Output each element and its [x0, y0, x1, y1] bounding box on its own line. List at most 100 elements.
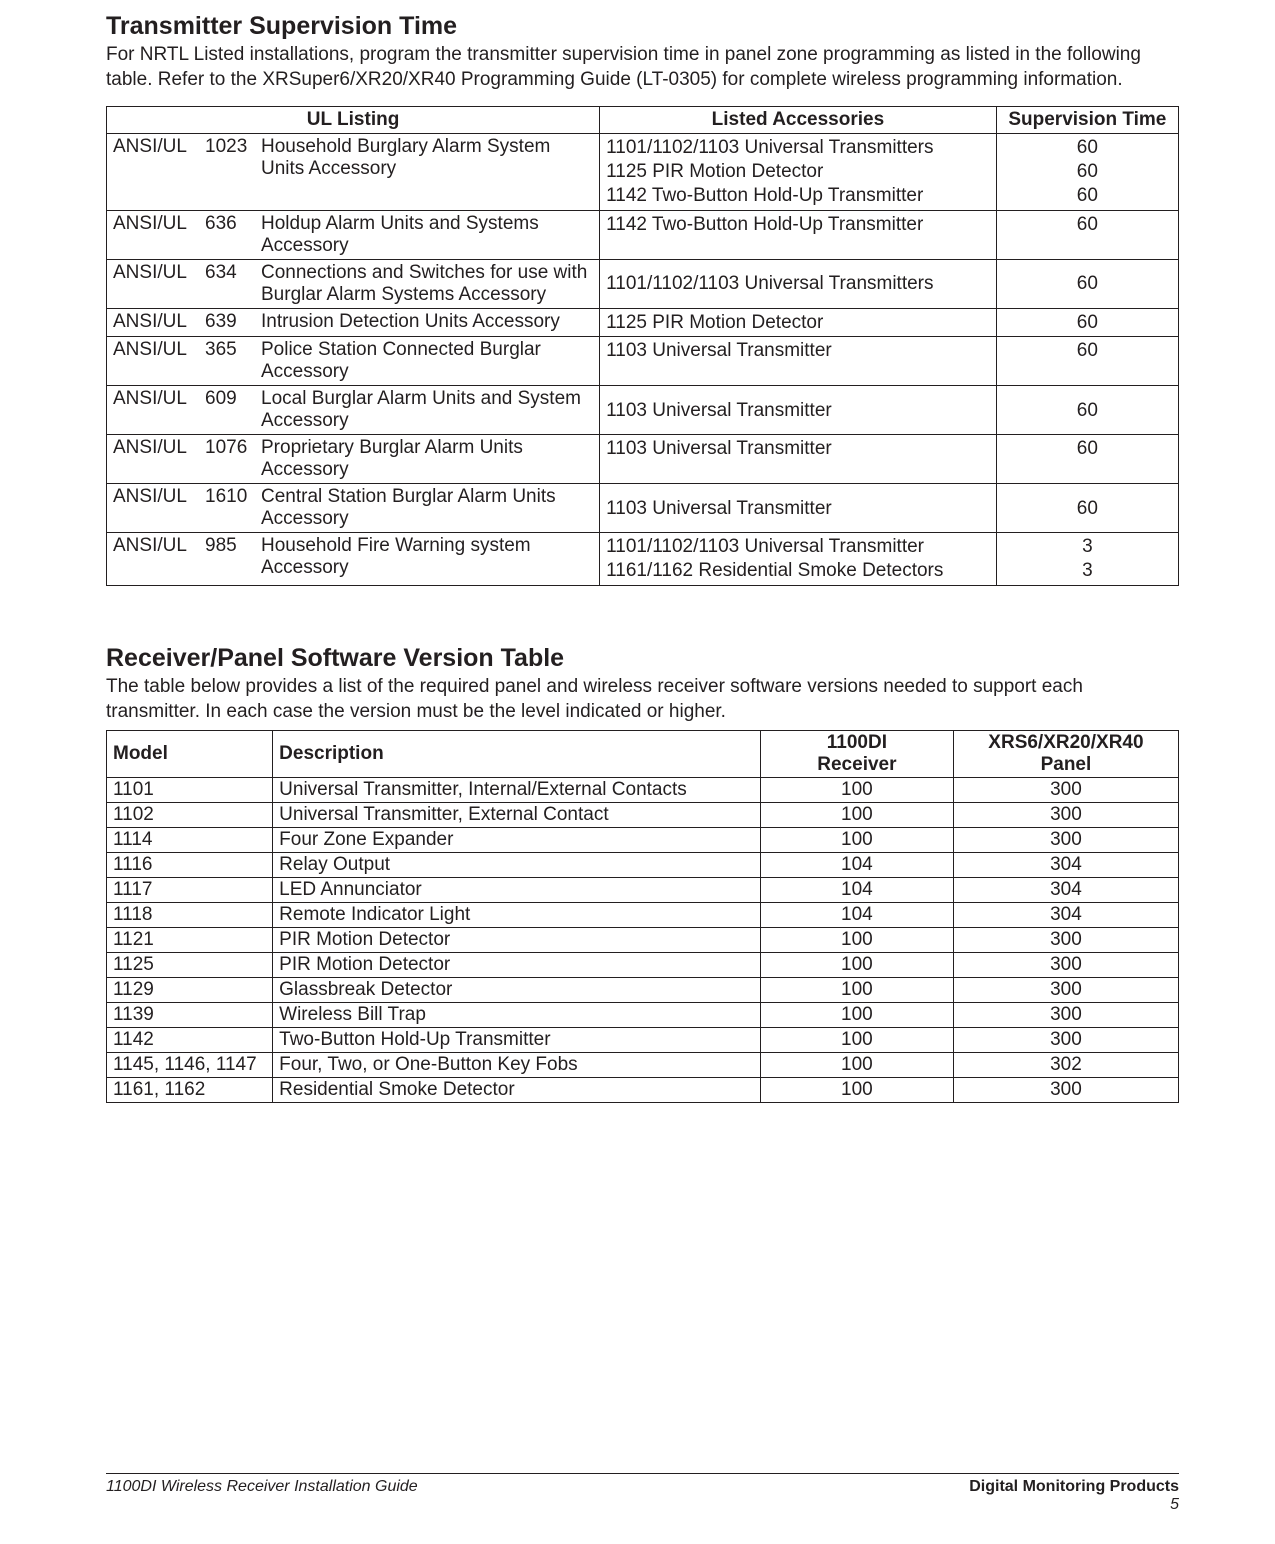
- cell-description: Relay Output: [273, 853, 761, 878]
- supervision-time-table: UL Listing Listed Accessories Supervisio…: [106, 106, 1179, 586]
- ul-code: 365: [205, 339, 261, 383]
- time-value: 60: [1003, 311, 1172, 335]
- cell-description: Four, Two, or One-Button Key Fobs: [273, 1053, 761, 1078]
- cell-panel-version: 300: [953, 1003, 1178, 1028]
- time-value: 60: [1003, 213, 1172, 237]
- cell-supervision-time: 606060: [996, 134, 1178, 210]
- cell-model: 1116: [107, 853, 273, 878]
- cell-model: 1161, 1162: [107, 1078, 273, 1103]
- ul-prefix: ANSI/UL: [113, 486, 205, 530]
- accessory-line: 1125 PIR Motion Detector: [606, 160, 990, 184]
- accessory-line: 1125 PIR Motion Detector: [606, 311, 990, 335]
- cell-supervision-time: 60: [996, 210, 1178, 259]
- cell-supervision-time: 60: [996, 308, 1178, 337]
- cell-model: 1139: [107, 1003, 273, 1028]
- th-description: Description: [273, 731, 761, 778]
- accessory-line: 1101/1102/1103 Universal Transmitters: [606, 136, 990, 160]
- ul-prefix: ANSI/UL: [113, 262, 205, 306]
- table-row: 1161, 1162Residential Smoke Detector1003…: [107, 1078, 1179, 1103]
- time-value: 60: [1003, 272, 1172, 296]
- accessory-line: 1101/1102/1103 Universal Transmitters: [606, 272, 990, 296]
- th-model: Model: [107, 731, 273, 778]
- cell-ul-listing: ANSI/UL609Local Burglar Alarm Units and …: [107, 386, 600, 435]
- cell-model: 1101: [107, 778, 273, 803]
- table-row: 1142Two-Button Hold-Up Transmitter100300: [107, 1028, 1179, 1053]
- cell-accessories: 1101/1102/1103 Universal Transmitter1161…: [600, 533, 997, 586]
- section1-title: Transmitter Supervision Time: [106, 0, 1179, 41]
- table-row: ANSI/UL1023Household Burglary Alarm Syst…: [107, 134, 1179, 210]
- th-listed-accessories: Listed Accessories: [600, 107, 997, 134]
- cell-panel-version: 300: [953, 953, 1178, 978]
- th-ul-listing: UL Listing: [107, 107, 600, 134]
- ul-prefix: ANSI/UL: [113, 535, 205, 579]
- table-row: 1139Wireless Bill Trap100300: [107, 1003, 1179, 1028]
- cell-panel-version: 300: [953, 778, 1178, 803]
- cell-receiver-version: 100: [760, 1053, 953, 1078]
- section2-title: Receiver/Panel Software Version Table: [106, 632, 1179, 673]
- time-value: 60: [1003, 184, 1172, 208]
- cell-panel-version: 304: [953, 903, 1178, 928]
- cell-supervision-time: 60: [996, 337, 1178, 386]
- table-row: 1129Glassbreak Detector100300: [107, 978, 1179, 1003]
- table-row: 1145, 1146, 1147Four, Two, or One-Button…: [107, 1053, 1179, 1078]
- ul-code: 636: [205, 213, 261, 257]
- ul-desc: Intrusion Detection Units Accessory: [261, 311, 593, 333]
- footer-page-number: 5: [969, 1496, 1179, 1514]
- cell-ul-listing: ANSI/UL1023Household Burglary Alarm Syst…: [107, 134, 600, 210]
- footer-left: 1100DI Wireless Receiver Installation Gu…: [106, 1478, 418, 1514]
- ul-prefix: ANSI/UL: [113, 311, 205, 333]
- page-footer: 1100DI Wireless Receiver Installation Gu…: [106, 1473, 1179, 1514]
- cell-ul-listing: ANSI/UL1610Central Station Burglar Alarm…: [107, 484, 600, 533]
- cell-panel-version: 300: [953, 1078, 1178, 1103]
- table-row: 1117LED Annunciator104304: [107, 878, 1179, 903]
- table-row: 1125PIR Motion Detector100300: [107, 953, 1179, 978]
- cell-panel-version: 302: [953, 1053, 1178, 1078]
- ul-code: 1076: [205, 437, 261, 481]
- cell-ul-listing: ANSI/UL1076Proprietary Burglar Alarm Uni…: [107, 435, 600, 484]
- cell-ul-listing: ANSI/UL639Intrusion Detection Units Acce…: [107, 308, 600, 337]
- ul-desc: Local Burglar Alarm Units and System Acc…: [261, 388, 593, 432]
- cell-description: Glassbreak Detector: [273, 978, 761, 1003]
- table-row: 1101Universal Transmitter, Internal/Exte…: [107, 778, 1179, 803]
- ul-code: 634: [205, 262, 261, 306]
- cell-ul-listing: ANSI/UL634Connections and Switches for u…: [107, 259, 600, 308]
- cell-accessories: 1103 Universal Transmitter: [600, 435, 997, 484]
- cell-ul-listing: ANSI/UL365Police Station Connected Burgl…: [107, 337, 600, 386]
- cell-receiver-version: 100: [760, 803, 953, 828]
- ul-prefix: ANSI/UL: [113, 437, 205, 481]
- cell-description: Universal Transmitter, Internal/External…: [273, 778, 761, 803]
- time-value: 60: [1003, 497, 1172, 521]
- footer-right: Digital Monitoring Products: [969, 1478, 1179, 1495]
- cell-panel-version: 304: [953, 878, 1178, 903]
- cell-ul-listing: ANSI/UL636Holdup Alarm Units and Systems…: [107, 210, 600, 259]
- cell-ul-listing: ANSI/UL985Household Fire Warning system …: [107, 533, 600, 586]
- cell-panel-version: 300: [953, 978, 1178, 1003]
- accessory-line: 1142 Two-Button Hold-Up Transmitter: [606, 213, 990, 237]
- table-row: ANSI/UL634Connections and Switches for u…: [107, 259, 1179, 308]
- cell-panel-version: 300: [953, 1028, 1178, 1053]
- cell-model: 1142: [107, 1028, 273, 1053]
- table-row: 1118Remote Indicator Light104304: [107, 903, 1179, 928]
- accessory-line: 1103 Universal Transmitter: [606, 399, 990, 423]
- cell-receiver-version: 100: [760, 1028, 953, 1053]
- cell-panel-version: 300: [953, 828, 1178, 853]
- accessory-line: 1101/1102/1103 Universal Transmitter: [606, 535, 990, 559]
- cell-panel-version: 304: [953, 853, 1178, 878]
- table-row: 1121PIR Motion Detector100300: [107, 928, 1179, 953]
- cell-receiver-version: 100: [760, 778, 953, 803]
- table-row: ANSI/UL365Police Station Connected Burgl…: [107, 337, 1179, 386]
- time-value: 3: [1003, 559, 1172, 583]
- cell-description: Residential Smoke Detector: [273, 1078, 761, 1103]
- cell-description: PIR Motion Detector: [273, 928, 761, 953]
- cell-receiver-version: 100: [760, 828, 953, 853]
- th-receiver: 1100DIReceiver: [760, 731, 953, 778]
- cell-supervision-time: 33: [996, 533, 1178, 586]
- ul-prefix: ANSI/UL: [113, 213, 205, 257]
- cell-accessories: 1142 Two-Button Hold-Up Transmitter: [600, 210, 997, 259]
- ul-prefix: ANSI/UL: [113, 339, 205, 383]
- ul-prefix: ANSI/UL: [113, 136, 205, 180]
- cell-model: 1129: [107, 978, 273, 1003]
- cell-accessories: 1101/1102/1103 Universal Transmitters: [600, 259, 997, 308]
- ul-desc: Police Station Connected Burglar Accesso…: [261, 339, 593, 383]
- cell-description: PIR Motion Detector: [273, 953, 761, 978]
